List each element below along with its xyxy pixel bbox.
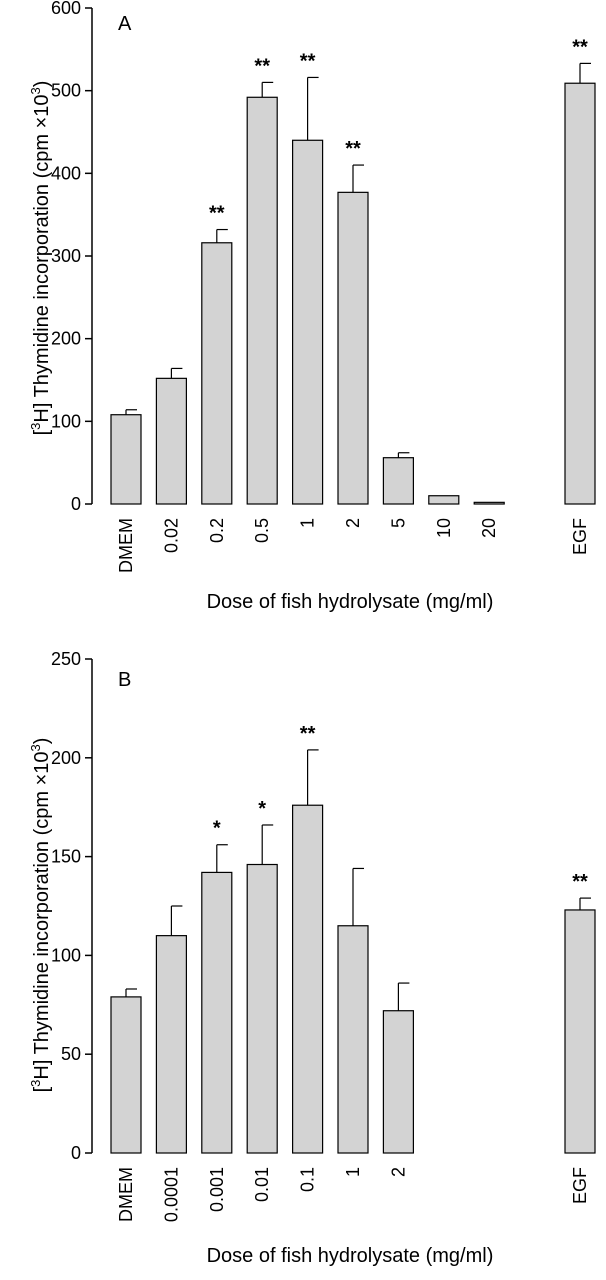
panel-a-x-tick-label: 0.2 <box>207 518 227 543</box>
panel-a-bar <box>110 414 142 505</box>
panel-a-significance-mark: ** <box>209 203 225 225</box>
panel-b-bar <box>564 909 596 1154</box>
panel-a-bar <box>473 501 505 505</box>
panel-a-significance-mark: ** <box>300 50 316 72</box>
panel-b-y-tick-label: 150 <box>51 847 81 867</box>
panel-b-x-tick-label: 0.01 <box>252 1167 272 1202</box>
panel-a-bar <box>292 139 324 505</box>
panel-b-x-axis-title: Dose of fish hydrolysate (mg/ml) <box>207 1245 494 1267</box>
panel-b-x-tick-label: 0.1 <box>298 1167 318 1192</box>
panel-b-bar <box>382 1010 414 1154</box>
panel-a-y-tick-label: 300 <box>51 246 81 266</box>
panel-a-y-tick-label: 400 <box>51 163 81 183</box>
panel-a-x-tick-label: 0.5 <box>252 518 272 543</box>
panel-a-bar <box>428 495 460 505</box>
panel-b-bar <box>337 925 369 1154</box>
panel-a-x-tick-label: 0.02 <box>161 518 181 553</box>
panel-b-significance-mark: ** <box>572 871 588 893</box>
panel-a-y-axis-title: [3H] Thymidine incorporation (cpm ×103) <box>28 81 53 436</box>
panel-b-x-tick-label: EGF <box>570 1167 590 1204</box>
panel-b-y-tick-label: 0 <box>71 1143 81 1163</box>
panel-a-x-tick-label: EGF <box>570 518 590 555</box>
panel-b-bar <box>110 996 142 1154</box>
panel-a-y-tick-label: 200 <box>51 329 81 349</box>
panel-a-bar <box>337 191 369 505</box>
panel-b-chart: B Dose of fish hydrolysate (mg/ml) [3H] … <box>28 649 596 1267</box>
panel-b-significance-mark: * <box>258 798 266 820</box>
panel-a-x-axis-title: Dose of fish hydrolysate (mg/ml) <box>207 591 494 613</box>
panel-b-significance-mark: ** <box>300 723 316 745</box>
panel-b-y-tick-label: 100 <box>51 945 81 965</box>
panel-b-x-tick-label: 2 <box>388 1167 408 1177</box>
panel-b-x-tick-label: 1 <box>343 1167 363 1177</box>
panel-b-x-tick-label: 0.001 <box>207 1167 227 1212</box>
panel-a-bar <box>382 457 414 505</box>
panel-b-y-tick-label: 50 <box>61 1044 81 1064</box>
panel-a-x-tick-label: 1 <box>298 518 318 528</box>
panel-a-bar <box>246 96 278 505</box>
panel-a-x-tick-label: 5 <box>388 518 408 528</box>
panel-b-significance-mark: * <box>213 818 221 840</box>
panel-a-y-tick-label: 600 <box>51 0 81 18</box>
panel-b-bar <box>155 935 187 1154</box>
panel-b-x-tick-label: 0.0001 <box>161 1167 181 1222</box>
panel-a-bar <box>155 377 187 505</box>
panel-b-letter: B <box>118 669 131 691</box>
panel-a-bar <box>564 82 596 505</box>
panel-a-significance-mark: ** <box>254 55 270 77</box>
panel-b-bar <box>292 804 324 1154</box>
panel-a-significance-mark: ** <box>345 138 361 160</box>
panel-b-y-tick-label: 250 <box>51 649 81 669</box>
panel-a-y-tick-label: 500 <box>51 81 81 101</box>
panel-a-bar <box>201 242 233 505</box>
panel-a-x-tick-label: 20 <box>479 518 499 538</box>
panel-a-significance-mark: ** <box>572 36 588 58</box>
panel-a-letter: A <box>118 13 132 35</box>
panel-b-x-tick-label: DMEM <box>116 1167 136 1222</box>
panel-a-y-tick-label: 0 <box>71 494 81 514</box>
panel-b-y-tick-label: 200 <box>51 748 81 768</box>
panel-b-bar <box>246 863 278 1154</box>
panel-a-chart: A Dose of fish hydrolysate (mg/ml) [3H] … <box>28 0 596 613</box>
panel-b-bar <box>201 871 233 1154</box>
panel-a-y-tick-label: 100 <box>51 411 81 431</box>
panel-a-x-tick-label: 10 <box>434 518 454 538</box>
panel-a-x-tick-label: DMEM <box>116 518 136 573</box>
panel-b-y-axis-title: [3H] Thymidine incorporation (cpm ×103) <box>28 738 53 1093</box>
panel-a-x-tick-label: 2 <box>343 518 363 528</box>
